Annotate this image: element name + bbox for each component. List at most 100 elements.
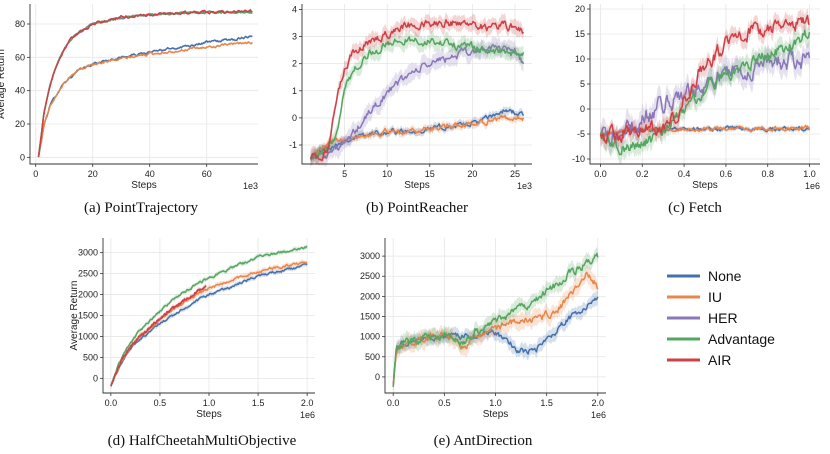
panel-fetch: 0.0 0.2 0.4 0.6 0.8 1.0 -10 -5 0 5 10 15 20 Steps 1e6 [572,4,820,191]
caption-point-trajectory: (a) PointTrajectory [84,200,199,216]
point-reacher-xlabel: Steps [404,180,430,191]
fetch-xtick-4: 0.8 [761,169,774,179]
point-reacher-band-none [310,105,524,162]
point-reacher-line-air [309,19,525,162]
ant-direction-ytick-6: 3000 [360,251,380,261]
point-reacher-ytick-3: 2 [292,59,297,69]
halfcheetah-multiobjective-xlabel: Steps [196,409,222,420]
point-trajectory-xtick-3: 60 [202,169,212,179]
ant-direction-xlabel: Steps [483,409,509,420]
legend-label-air: AIR [708,352,731,368]
point-trajectory-band-iu [38,40,253,159]
fetch-ytick-0: -10 [572,154,585,164]
halfcheetah-multiobjective-xtick-2: 1.0 [203,398,216,408]
point-trajectory-band-advantage [38,10,253,158]
point-reacher-line-advantage [309,36,525,161]
fetch-ytick-1: -5 [577,129,585,139]
panel-halfcheetah-multiobjective: 0.0 0.5 1.0 1.5 2.0 0 500 1000 1500 2000 2500 3000 S… [69,238,315,420]
point-reacher-line-her [309,44,525,160]
point-reacher-ytick-1: 0 [292,113,297,123]
point-trajectory-ylabel: Average Return [0,49,7,119]
ant-direction-line-iu [392,271,599,387]
point-reacher-band-advantage [310,29,524,166]
legend-label-iu: IU [708,289,722,305]
halfcheetah-multiobjective-ytick-5: 2500 [78,269,98,279]
panel-point-reacher: 5 10 15 20 25 -1 0 1 2 3 4 Steps 1e3 [289,4,532,191]
legend-label-advantage: Advantage [708,331,775,347]
point-reacher-ytick-2: 1 [292,86,297,96]
point-trajectory-ytick-3: 60 [15,52,25,62]
point-reacher-x-multiplier: 1e3 [517,181,532,191]
halfcheetah-multiobjective-ytick-2: 1000 [78,331,98,341]
caption-ant-direction: (e) AntDirection [434,433,533,449]
halfcheetah-multiobjective-line-advantage [110,245,308,387]
fetch-ytick-6: 20 [575,4,585,14]
halfcheetah-multiobjective-xtick-3: 1.5 [252,398,265,408]
point-trajectory-ytick-2: 40 [15,86,25,96]
point-trajectory-ytick-1: 20 [15,119,25,129]
halfcheetah-multiobjective-ytick-6: 3000 [78,248,98,258]
point-reacher-band-air [310,12,524,167]
fetch-ytick-5: 15 [575,29,585,39]
halfcheetah-multiobjective-ytick-1: 500 [83,352,98,362]
ant-direction-ytick-3: 1500 [360,312,380,322]
fetch-ytick-3: 5 [580,79,585,89]
fetch-band-her [600,41,810,159]
fetch-band-none [600,124,810,138]
point-reacher-xtick-1: 10 [382,169,392,179]
fetch-line-air [599,14,810,144]
point-trajectory-xtick-1: 20 [88,169,98,179]
point-trajectory-band-her [38,10,253,158]
point-reacher-ytick-4: 3 [292,32,297,42]
caption-halfcheetah-multiobjective: (d) HalfCheetahMultiObjective [108,433,297,449]
ant-direction-ytick-5: 2500 [360,271,380,281]
halfcheetah-multiobjective-line-none [110,263,308,387]
point-trajectory-xlabel: Steps [131,180,157,191]
halfcheetah-multiobjective-ytick-3: 1500 [78,311,98,321]
point-reacher-ytick-5: 4 [292,4,297,14]
ant-direction-line-advantage [392,252,599,387]
halfcheetah-multiobjective-line-air [110,285,207,387]
fetch-xlabel: Steps [692,180,718,191]
ant-direction-ytick-0: 0 [375,372,380,382]
point-trajectory-ytick-4: 80 [15,19,25,29]
fetch-ytick-2: 0 [580,104,585,114]
ant-direction-xtick-0: 0.0 [387,398,400,408]
halfcheetah-multiobjective-xtick-0: 0.0 [105,398,118,408]
ant-direction-xtick-4: 2.0 [592,398,605,408]
fetch-axes [589,4,820,165]
point-reacher-band-iu [310,111,524,162]
legend-label-her: HER [708,310,738,326]
point-trajectory-line-air [37,9,253,157]
halfcheetah-multiobjective-band-air [110,283,207,388]
caption-point-reacher: (b) PointReacher [366,200,468,216]
point-trajectory-line-iu [37,41,253,158]
point-trajectory-ytick-0: 0 [20,152,25,162]
point-reacher-xtick-0: 5 [342,169,347,179]
halfcheetah-multiobjective-x-multiplier: 1e6 [300,410,315,420]
point-reacher-axes [301,4,532,165]
ant-direction-ytick-1: 500 [365,352,380,362]
fetch-xtick-3: 0.6 [720,169,733,179]
fetch-xtick-2: 0.4 [678,169,691,179]
halfcheetah-multiobjective-ytick-4: 2000 [78,290,98,300]
point-reacher-xtick-4: 25 [510,169,520,179]
fetch-xtick-1: 0.2 [636,169,649,179]
point-reacher-ytick-0: -1 [289,140,297,150]
point-trajectory-axes [29,4,258,165]
legend-label-none: None [708,268,742,284]
fetch-ytick-4: 10 [575,54,585,64]
halfcheetah-multiobjective-ytick-0: 0 [93,373,98,383]
ant-direction-ytick-4: 2000 [360,291,380,301]
fetch-band-air [600,8,810,151]
point-trajectory-x-multiplier: 1e3 [243,181,258,191]
caption-fetch: (c) Fetch [668,200,722,216]
point-trajectory-xtick-0: 0 [33,169,38,179]
point-trajectory-xtick-2: 40 [145,169,155,179]
ant-direction-xtick-2: 1.0 [489,398,502,408]
ant-direction-axes [384,238,606,394]
panel-ant-direction: 0.0 0.5 1.0 1.5 2.0 0 500 1000 1500 2000 2500 3000 S… [360,238,606,420]
point-reacher-xtick-2: 15 [425,169,435,179]
point-trajectory-line-her [37,10,253,158]
